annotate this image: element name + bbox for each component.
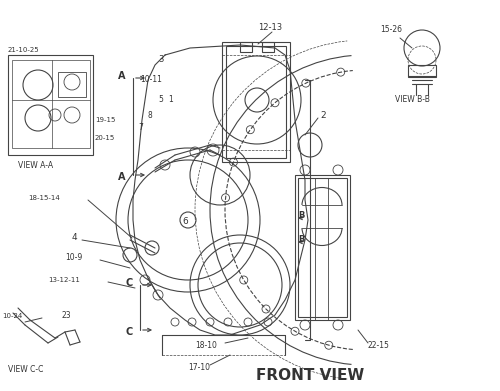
- Text: 4: 4: [72, 233, 78, 242]
- Bar: [240, 42, 252, 52]
- Bar: [222, 42, 290, 162]
- Text: 15-26: 15-26: [380, 25, 402, 34]
- Text: A: A: [118, 71, 126, 81]
- Text: 18-10: 18-10: [195, 341, 217, 350]
- Text: C: C: [125, 278, 132, 288]
- Text: 21-10-25: 21-10-25: [8, 47, 40, 53]
- Text: FRONT VIEW: FRONT VIEW: [256, 368, 364, 382]
- Bar: [58, 72, 86, 97]
- Bar: [12, 60, 90, 148]
- Text: 19-15: 19-15: [95, 117, 116, 123]
- Text: B: B: [298, 235, 304, 244]
- Bar: [226, 46, 286, 158]
- Text: 1: 1: [168, 95, 173, 104]
- Bar: [408, 65, 436, 77]
- Text: VIEW C-C: VIEW C-C: [8, 366, 44, 375]
- Text: 8: 8: [148, 111, 153, 120]
- Bar: [295, 175, 350, 320]
- Text: 10-24: 10-24: [2, 313, 22, 319]
- Text: 23: 23: [62, 312, 72, 321]
- Text: 12-13: 12-13: [258, 23, 282, 32]
- Text: 22-15: 22-15: [368, 341, 390, 350]
- Text: 18-15-14: 18-15-14: [28, 195, 60, 201]
- Text: 10-11: 10-11: [140, 75, 162, 84]
- Text: B: B: [298, 210, 304, 219]
- Text: VIEW A-A: VIEW A-A: [18, 160, 53, 170]
- Text: 13-12-11: 13-12-11: [48, 277, 80, 283]
- Text: 3: 3: [158, 56, 164, 65]
- Text: VIEW B-B: VIEW B-B: [395, 95, 430, 104]
- Text: A: A: [118, 172, 126, 182]
- Bar: [298, 178, 347, 317]
- Text: 7: 7: [138, 124, 143, 133]
- Text: 6: 6: [182, 217, 188, 226]
- Text: 20-15: 20-15: [95, 135, 115, 141]
- Text: 5: 5: [158, 95, 163, 104]
- Bar: [8, 55, 93, 155]
- Text: 10-9: 10-9: [65, 253, 82, 262]
- Text: C: C: [125, 327, 132, 337]
- Bar: [262, 42, 274, 52]
- Text: 2: 2: [320, 111, 326, 120]
- Text: 17-10: 17-10: [188, 364, 210, 373]
